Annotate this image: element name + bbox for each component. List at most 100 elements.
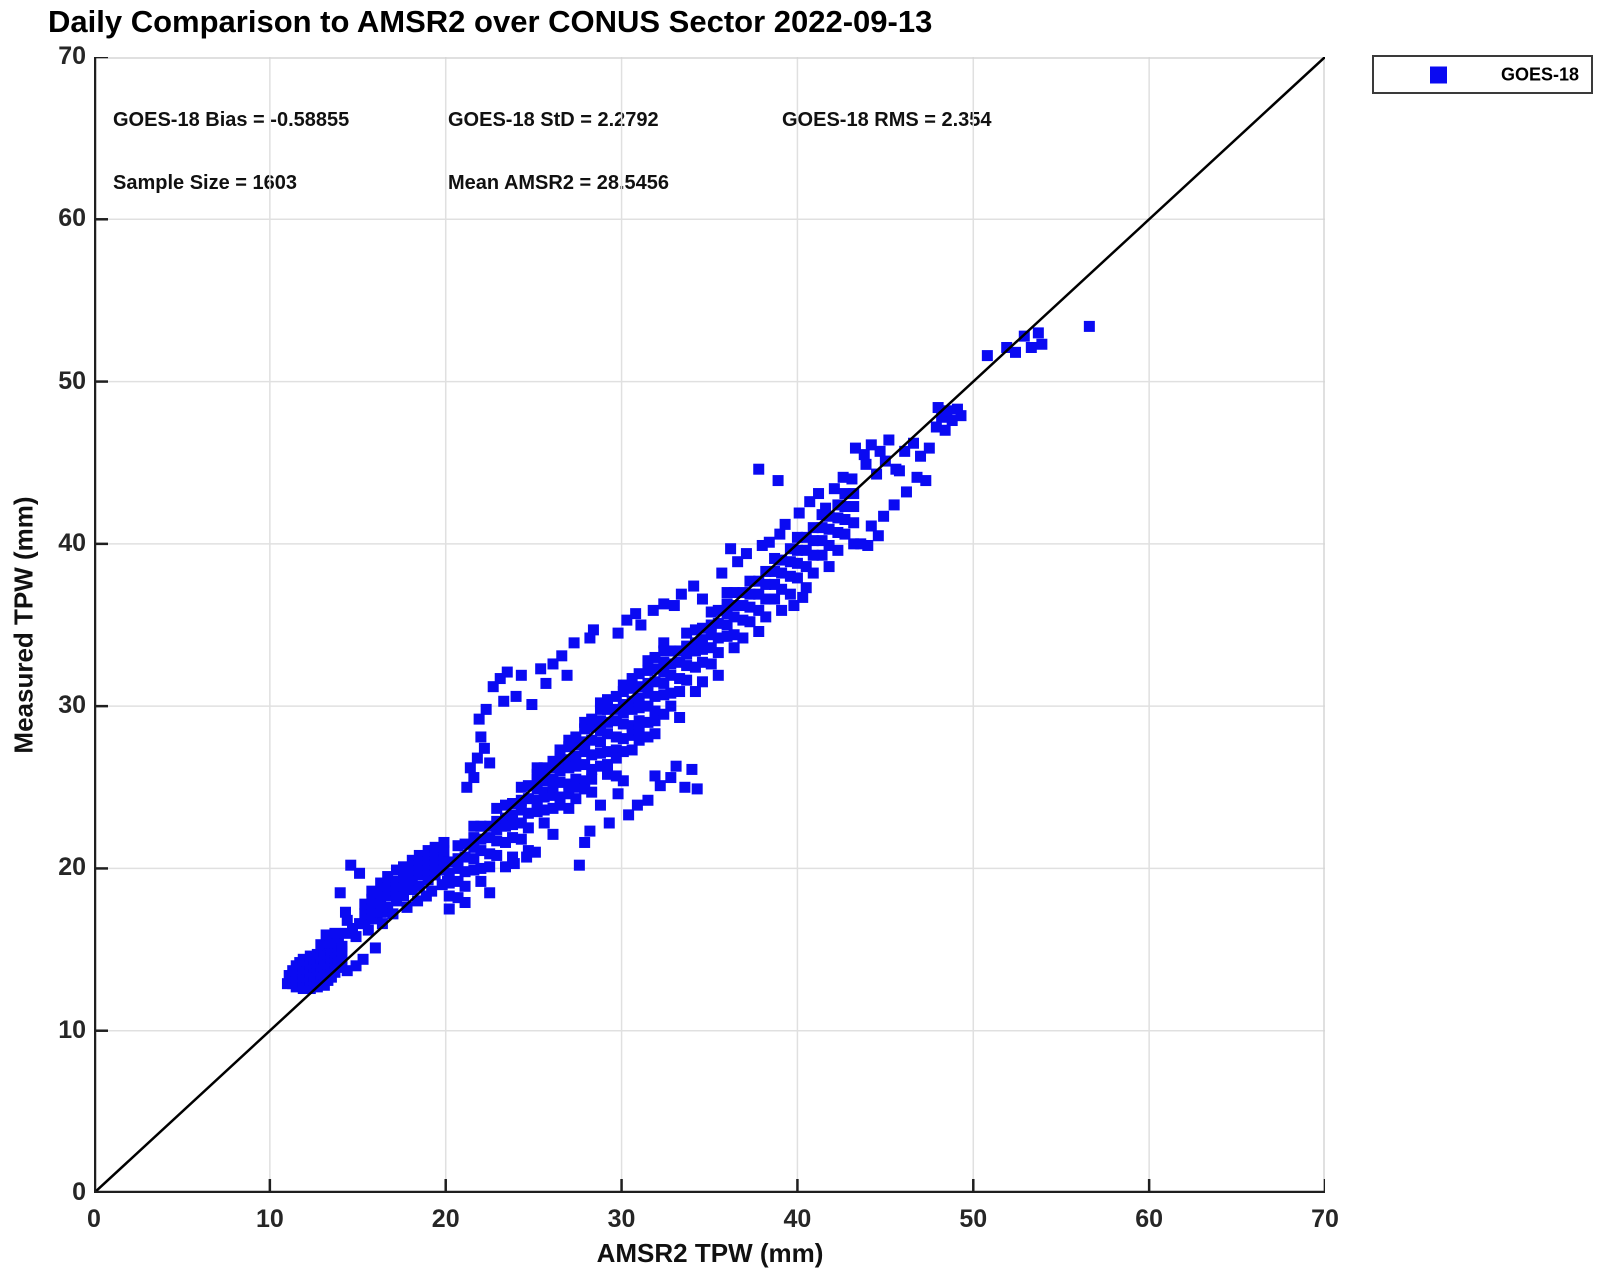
data-point [475,862,487,874]
data-point [633,668,645,680]
data-point [626,682,638,694]
chart-title: Daily Comparison to AMSR2 over CONUS Sec… [48,4,933,39]
data-point [642,716,654,728]
data-point [443,903,455,915]
data-point [420,890,432,902]
data-point [772,475,784,487]
data-point [522,793,534,805]
data-point [507,819,519,831]
data-point [617,746,629,758]
data-point [406,864,418,876]
data-point [475,820,487,832]
data-point [507,809,519,821]
data-point [563,802,575,814]
data-point [547,828,559,840]
data-point [491,835,503,847]
data-point [872,530,884,542]
data-point [529,846,541,858]
data-point [865,439,877,451]
data-point [658,598,670,610]
data-point [862,539,874,551]
data-point [547,773,559,785]
data-point [941,405,953,417]
data-point [359,898,371,910]
data-point [753,625,765,637]
data-point [602,759,614,771]
data-point [594,703,606,715]
data-point [860,458,872,470]
data-point [531,768,543,780]
data-point [791,544,803,556]
data-point [538,817,550,829]
data-point [740,548,752,560]
data-point [658,645,670,657]
data-point [570,750,582,762]
data-point [468,853,480,865]
stat-mean-amsr2: Mean AMSR2 = 28.5456 [448,172,670,194]
data-point [522,780,534,792]
data-point [341,914,353,926]
data-point [816,535,828,547]
data-point [674,686,686,698]
stat-rms: GOES-18 RMS = 2.354 [782,109,992,131]
data-point [696,593,708,605]
data-point [547,789,559,801]
data-point [586,773,598,785]
data-point [744,588,756,600]
data-point [594,724,606,736]
data-point [494,673,506,685]
data-point [473,713,485,725]
data-point [753,588,765,600]
y-tick-label: 60 [58,204,86,233]
data-point [626,695,638,707]
data-point [804,496,816,508]
data-point [478,742,490,754]
data-point [464,762,476,774]
data-point [573,859,585,871]
data-point [696,643,708,655]
data-point [422,845,434,857]
data-point [538,791,550,803]
data-point [540,677,552,689]
data-point [675,588,687,600]
data-point [760,593,772,605]
data-point [507,851,519,863]
data-point [500,820,512,832]
x-tick-label: 0 [87,1205,101,1233]
data-point [1009,346,1021,358]
data-point [366,893,378,905]
data-point [665,645,677,657]
data-point [594,715,606,727]
data-point [712,647,724,659]
data-point [594,697,606,709]
data-point [658,677,670,689]
data-point [406,854,418,866]
data-point [696,634,708,646]
data-point [375,887,387,899]
data-point [475,833,487,845]
data-point [561,669,573,681]
legend-marker-square [1430,66,1447,83]
data-point [468,820,480,832]
data-point [1032,327,1044,339]
y-tick-label: 20 [58,853,86,882]
data-point [602,728,614,740]
data-point [390,864,402,876]
data-point [911,471,923,483]
data-point [823,523,835,535]
data-point [515,833,527,845]
data-point [674,656,686,668]
data-point [681,674,693,686]
data-point [626,720,638,732]
data-point [443,856,455,868]
data-point [649,728,661,740]
data-point [531,783,543,795]
x-tick-label: 40 [783,1205,812,1233]
data-point [563,741,575,753]
data-point [390,875,402,887]
data-point [888,499,900,511]
data-point [610,752,622,764]
data-point [623,809,635,821]
data-point [610,744,622,756]
